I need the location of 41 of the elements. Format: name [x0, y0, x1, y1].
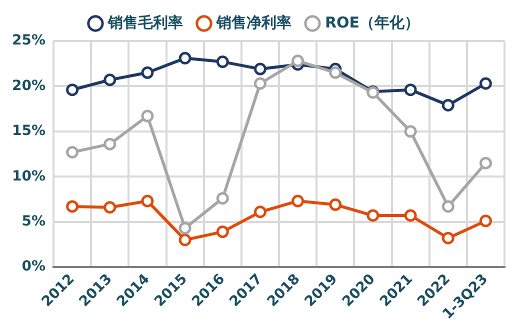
point	[216, 192, 229, 205]
point	[66, 84, 79, 96]
point	[254, 77, 266, 90]
y-tick-label: 5%	[22, 213, 46, 230]
point	[442, 232, 454, 244]
point	[216, 226, 229, 238]
point	[178, 52, 192, 64]
legend-label: 销售毛利率	[106, 13, 183, 32]
point	[442, 98, 454, 112]
point	[66, 146, 79, 158]
point	[442, 200, 454, 213]
y-tick-label: 25%	[12, 32, 46, 49]
point	[479, 77, 492, 90]
point	[404, 84, 417, 96]
point	[479, 156, 492, 170]
point	[292, 54, 304, 68]
point	[216, 56, 229, 68]
point	[141, 110, 154, 122]
y-tick-label: 20%	[12, 78, 46, 94]
point	[178, 234, 192, 246]
y-tick-label: 10%	[12, 168, 46, 184]
point	[104, 201, 116, 214]
point	[366, 209, 380, 222]
point	[178, 222, 192, 234]
legend-label: ROE（年化）	[324, 13, 420, 32]
y-tick-label: 0%	[22, 258, 46, 275]
point	[404, 125, 417, 138]
y-tick-label: 15%	[12, 123, 46, 140]
point	[104, 74, 116, 86]
point	[254, 206, 266, 218]
point	[254, 62, 266, 76]
point	[329, 66, 342, 79]
legend-label: 销售净利率	[215, 13, 292, 32]
point	[104, 138, 116, 150]
point	[292, 194, 304, 208]
point	[329, 198, 342, 211]
point	[404, 209, 417, 222]
point	[66, 200, 79, 213]
point	[141, 66, 154, 79]
point	[141, 194, 154, 208]
point	[479, 214, 492, 228]
